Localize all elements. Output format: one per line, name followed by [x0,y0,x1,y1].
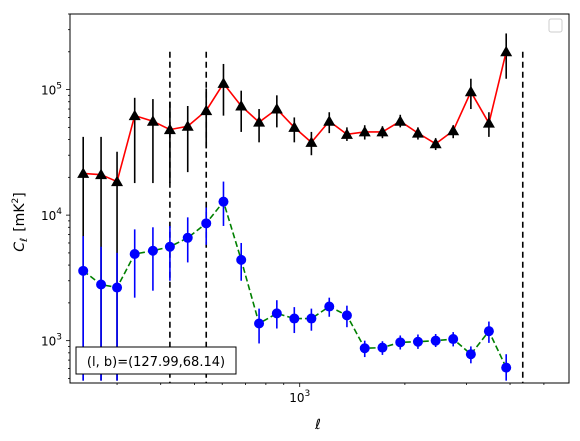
legend-box [548,18,563,33]
series-1-marker-9 [236,254,247,265]
series-1-marker-17 [377,342,388,353]
y-axis-label: Cℓ[mK2] [11,192,30,251]
series-0-marker-13 [305,136,318,147]
series-0-marker-21 [447,124,460,136]
series-0-marker-17 [376,125,389,137]
series-0-marker-20 [429,137,442,149]
series-0-marker-23 [482,117,495,128]
series-0-marker-16 [358,125,371,137]
x-tick-label-0: 103 [289,389,310,405]
series-0-marker-18 [394,115,407,126]
series-1-marker-22 [465,349,476,360]
x-axis-label: ℓ [314,417,321,433]
series-1-marker-24 [501,362,512,373]
series-0-marker-8 [217,77,230,88]
y-tick-label-2: 105 [41,82,62,98]
axes-layer: 103 104 105 103 [41,13,570,405]
series-1-marker-6 [182,232,193,243]
series-1-marker-3 [129,249,140,260]
plot-content [77,33,524,383]
y-tick-label-1: 104 [41,207,62,223]
series-1-marker-10 [254,318,265,329]
series-0-marker-22 [464,85,477,97]
series-0-marker-24 [500,45,513,57]
series-1-marker-11 [271,308,282,319]
series-1-marker-1 [96,279,107,290]
series-1-marker-14 [324,301,335,312]
y-tick-label-0: 103 [41,333,62,349]
series-1-marker-12 [289,313,300,324]
series-0-marker-5 [163,123,176,135]
series-1-marker-20 [430,335,441,346]
coordinate-annotation: (l, b)=(127.99,68.14) [75,346,237,375]
series-0-marker-14 [323,115,336,126]
series-1-marker-7 [201,218,212,229]
series-1-marker-15 [341,310,352,321]
series-1-marker-0 [78,265,89,276]
axes-frame [69,13,570,384]
series-0-marker-11 [270,103,283,114]
series-1 [78,181,512,381]
series-0-marker-4 [146,115,159,126]
series-0-marker-2 [111,175,124,187]
series-1-marker-13 [306,313,317,324]
series-0-marker-7 [200,104,213,116]
series-1-marker-19 [412,336,423,347]
series-0-marker-12 [288,121,301,132]
series-1-marker-4 [147,245,158,256]
series-1-marker-8 [218,196,229,207]
series-0-marker-10 [253,116,266,127]
series-1-marker-5 [164,241,175,252]
series-0-marker-15 [340,128,353,139]
series-0-marker-9 [235,99,248,111]
series-1-marker-23 [483,326,494,337]
annotation-text: (l, b)=(127.99,68.14) [87,355,225,370]
series-0-marker-0 [77,167,90,178]
series-1-marker-16 [359,343,370,354]
series-1-marker-18 [395,337,406,348]
series-1-marker-2 [112,282,123,293]
series-0-marker-6 [181,120,194,131]
series-0-marker-3 [128,109,141,121]
series-0-marker-1 [95,168,108,180]
series-0-marker-19 [411,127,424,138]
plot-layer [77,33,524,383]
series-1-marker-21 [448,334,459,345]
